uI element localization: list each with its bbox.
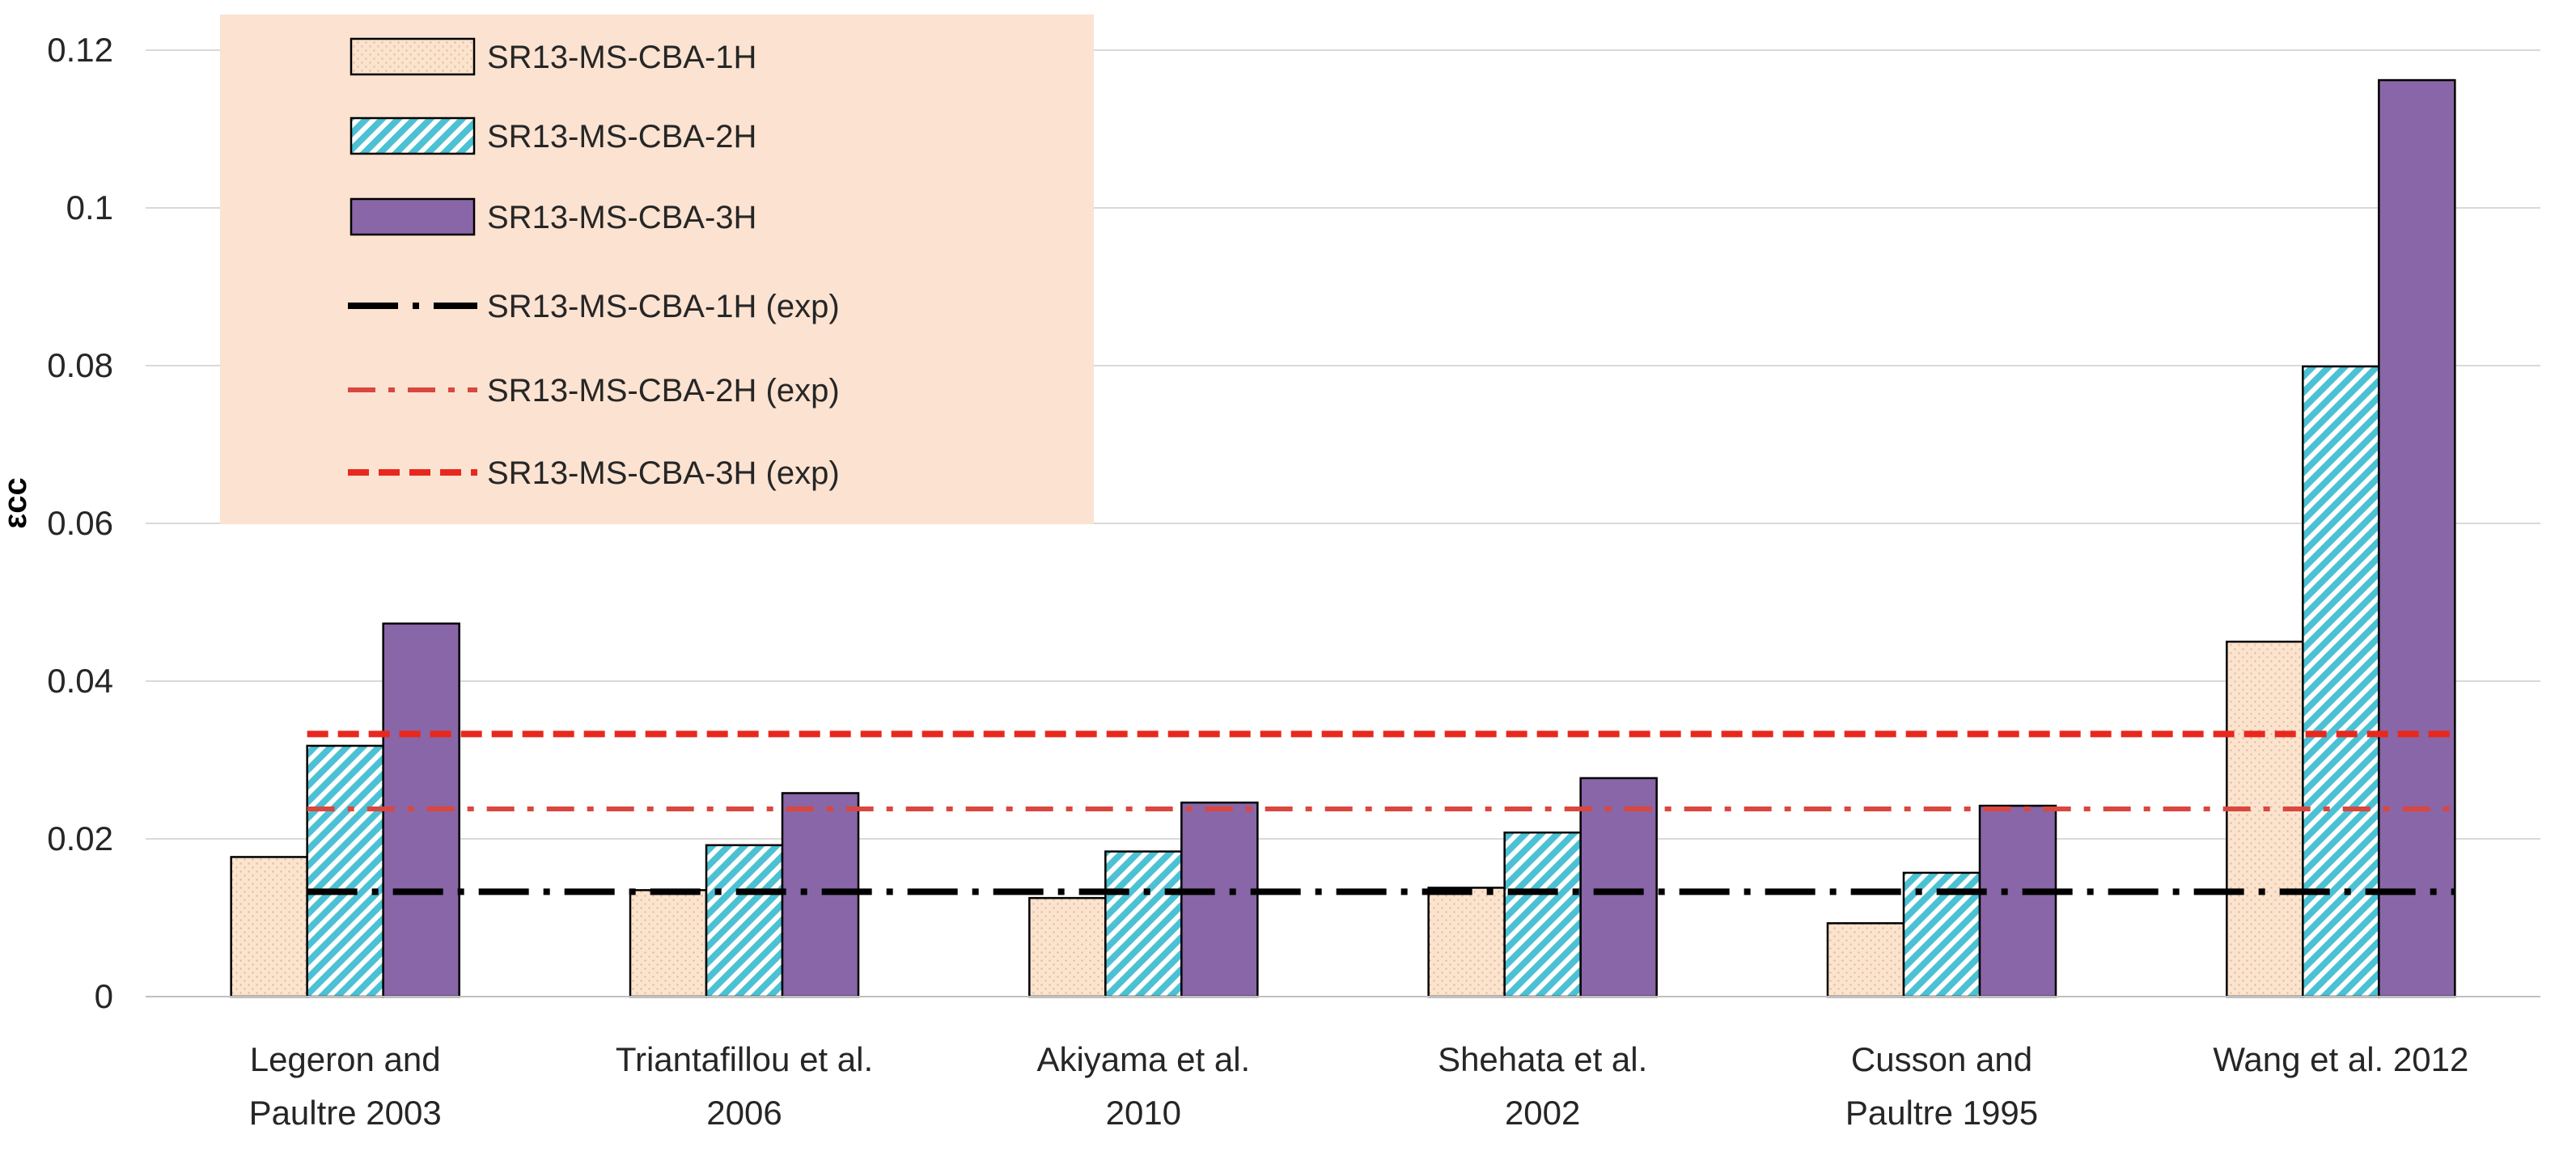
- y-tick-label: 0.02: [47, 819, 113, 857]
- bar-1h-6: [2226, 641, 2304, 998]
- reference-lines: [307, 730, 2455, 895]
- bar-2h-1: [306, 744, 384, 998]
- x-tick-label: Akiyama et al.: [1036, 1040, 1250, 1078]
- y-tick-label: 0.12: [47, 31, 113, 69]
- bar-3h-3: [1180, 801, 1259, 998]
- bar-1h-4: [1427, 887, 1506, 998]
- bars: [230, 78, 2456, 998]
- legend: SR13-MS-CBA-1H SR13-MS-CBA-2H SR13-MS-CBA-…: [220, 15, 1094, 524]
- bar-1h-2: [629, 889, 708, 998]
- x-tick-label: Shehata et al.: [1438, 1040, 1647, 1078]
- bar-2h-4: [1503, 831, 1582, 998]
- legend-label: SR13-MS-CBA-1H (exp): [487, 289, 840, 324]
- legend-label: SR13-MS-CBA-2H (exp): [487, 373, 840, 409]
- legend-label: SR13-MS-CBA-3H (exp): [487, 455, 840, 491]
- x-tick-label: 2006: [706, 1094, 782, 1132]
- legend-background: [220, 15, 1094, 524]
- y-tick-label: 0.06: [47, 504, 113, 542]
- y-tick-label: 0: [95, 977, 113, 1015]
- legend-swatch-3h: [350, 197, 476, 236]
- y-axis-title: εcc: [0, 477, 33, 528]
- x-tick-label: Paultre 2003: [249, 1094, 442, 1132]
- x-tick-label: 2010: [1106, 1094, 1181, 1132]
- bar-2h-2: [705, 844, 784, 998]
- x-tick-label: Triantafillou et al.: [616, 1040, 873, 1078]
- bar-1h-1: [230, 856, 308, 998]
- bar-1h-5: [1826, 922, 1905, 998]
- bar-3h-4: [1579, 777, 1658, 998]
- y-tick-label: 0.04: [47, 662, 113, 700]
- x-tick-label: Cusson and: [1851, 1040, 2032, 1078]
- legend-label: SR13-MS-CBA-2H: [487, 119, 756, 155]
- y-tick-label: 0.08: [47, 346, 113, 384]
- y-tick-label: 0.1: [66, 188, 113, 226]
- bar-2h-3: [1104, 850, 1183, 998]
- x-tick-label: Paultre 1995: [1845, 1094, 2038, 1132]
- bar-3h-5: [1978, 804, 2057, 998]
- x-tick-label: 2002: [1505, 1094, 1580, 1132]
- bar-2h-6: [2302, 365, 2380, 998]
- bar-3h-6: [2378, 78, 2456, 998]
- legend-label: SR13-MS-CBA-3H: [487, 200, 756, 235]
- legend-swatch-2h: [350, 116, 476, 155]
- legend-swatch-1h: [350, 37, 476, 76]
- legend-label: SR13-MS-CBA-1H: [487, 40, 756, 75]
- axes: 0 0.02 0.04 0.06 0.08 0.1 0.12 Legeron and Pault…: [47, 31, 2540, 1132]
- x-tick-label: Legeron and: [250, 1040, 441, 1078]
- x-tick-label: Wang et al. 2012: [2213, 1040, 2468, 1078]
- bar-1h-3: [1028, 896, 1107, 998]
